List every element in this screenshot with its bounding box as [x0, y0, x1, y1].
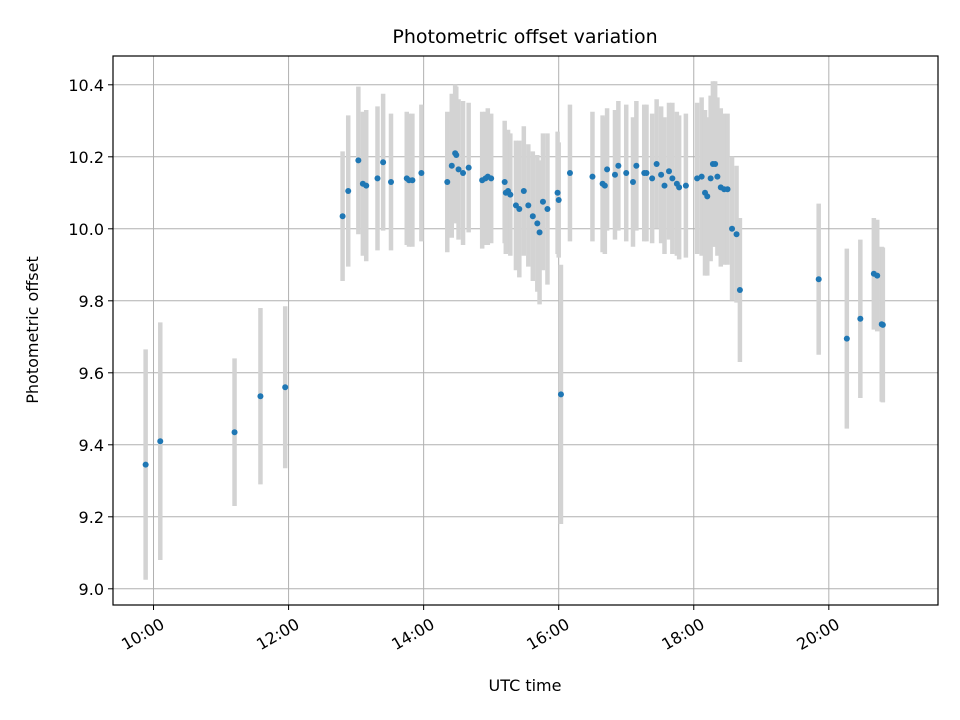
data-point [661, 182, 668, 189]
data-point [694, 175, 701, 182]
plot-area-frame [112, 55, 939, 606]
data-point [611, 171, 618, 178]
data-point [857, 315, 864, 322]
data-point [534, 220, 541, 227]
data-point [536, 229, 543, 236]
data-point [453, 152, 460, 158]
data-point [676, 184, 683, 191]
data-point [539, 198, 546, 205]
data-point [455, 166, 462, 173]
data-point [615, 162, 622, 169]
data-point [566, 170, 573, 176]
chart-title: Photometric offset variation [392, 26, 657, 48]
data-point [388, 179, 395, 185]
data-point [698, 173, 705, 180]
data-point [157, 438, 164, 445]
data-point [643, 170, 650, 176]
data-point [380, 159, 387, 166]
data-point [501, 179, 508, 185]
data-point [418, 170, 425, 176]
data-point [724, 186, 731, 193]
y-tick-label: 9.6 [79, 364, 104, 383]
data-point [629, 179, 636, 185]
data-points [142, 150, 886, 468]
data-point [231, 429, 238, 436]
data-point [669, 175, 676, 182]
data-point [707, 175, 714, 182]
data-point [444, 179, 451, 185]
data-point [448, 162, 455, 169]
data-point [682, 182, 689, 189]
data-point [874, 272, 881, 279]
data-point [460, 170, 467, 176]
data-point [729, 225, 736, 232]
y-tick-label: 10.2 [68, 148, 104, 167]
data-point [374, 175, 381, 182]
data-point [555, 197, 562, 203]
y-tick-label: 9.0 [79, 580, 104, 599]
data-point [544, 206, 551, 212]
data-point [557, 391, 564, 398]
data-point [704, 193, 711, 200]
y-tick-label: 9.8 [79, 292, 104, 311]
data-point [653, 161, 660, 167]
data-point [879, 321, 886, 328]
data-point [633, 162, 640, 169]
grid-lines [113, 56, 938, 605]
y-axis-label: Photometric offset [23, 256, 42, 404]
data-point [601, 182, 608, 189]
y-tick-label: 9.4 [79, 436, 104, 455]
data-point [142, 461, 149, 468]
data-point [736, 287, 743, 293]
data-point [355, 157, 362, 164]
data-point [257, 393, 264, 400]
data-point [712, 161, 719, 167]
data-point [815, 276, 822, 283]
data-point [507, 191, 514, 198]
data-point [714, 173, 721, 180]
data-point [465, 164, 472, 171]
data-point [525, 202, 532, 209]
data-point [516, 206, 523, 212]
data-point [649, 175, 656, 182]
data-point [409, 177, 416, 184]
y-tick-label: 10.4 [68, 76, 104, 95]
x-axis-label: UTC time [489, 676, 562, 695]
data-point [282, 384, 289, 391]
data-point [554, 189, 561, 196]
data-point [843, 335, 850, 342]
y-axis-ticks: 9.0 9.2 9.4 9.6 9.8 10.0 10.2 10.4 [68, 76, 113, 599]
data-point [520, 188, 527, 194]
y-tick-label: 10.0 [68, 220, 104, 239]
y-tick-label: 9.2 [79, 508, 104, 527]
data-point [658, 171, 665, 178]
data-point [666, 168, 673, 175]
data-point [529, 213, 536, 220]
data-point [488, 175, 495, 182]
data-point [345, 188, 352, 194]
data-point [339, 213, 346, 220]
data-point [363, 182, 370, 189]
data-point [733, 231, 740, 238]
data-point [604, 166, 611, 173]
data-point [623, 170, 630, 176]
data-point [589, 173, 596, 180]
